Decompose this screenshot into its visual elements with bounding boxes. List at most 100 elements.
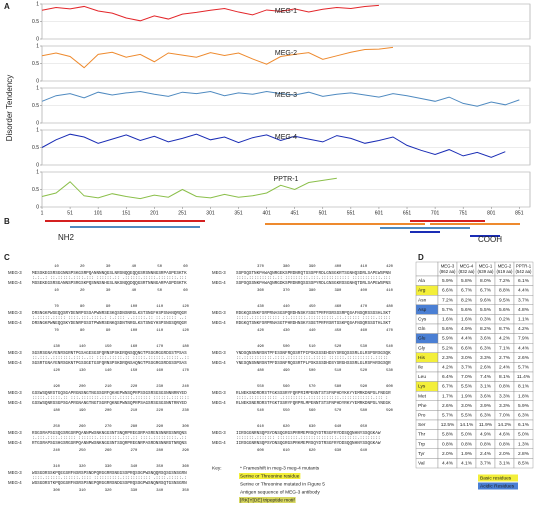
table-value: 1.7%	[442, 393, 454, 399]
position-number: 480	[257, 369, 265, 373]
table-value: 5.0%	[461, 432, 473, 438]
table-value: 2.0%	[499, 451, 511, 457]
table-value: 1.1%	[518, 316, 530, 322]
key-item: [RK]Y[DE] tripeptide motif	[240, 497, 295, 503]
position-number: 340	[156, 489, 164, 493]
table-value: 5.5%	[461, 384, 473, 390]
position-number: 630	[334, 449, 342, 453]
position-number: 140	[105, 369, 113, 373]
row-label: MEG-3	[212, 430, 226, 435]
table-value: 2.0%	[442, 451, 454, 457]
table-value: 1.9%	[461, 451, 473, 457]
table-value: 6.3%	[480, 345, 492, 351]
position-number: 500	[309, 369, 317, 373]
sequence: YNESQNSNNRSNTPFDSSNFRQSSRTPLPSKSSSDHDSYS…	[236, 361, 391, 366]
position-number: 20	[80, 289, 85, 293]
panel-label: C	[4, 253, 10, 262]
table-value: 8.0%	[480, 278, 492, 284]
table-value: 3.7%	[461, 364, 473, 370]
position-number: 570	[309, 385, 317, 389]
position-number: 150	[130, 369, 138, 373]
position-number: 30	[106, 265, 111, 269]
row-label: MEG-3	[212, 270, 226, 275]
position-number: 170	[156, 345, 164, 349]
row-header: Lys	[418, 384, 426, 390]
data-line	[41, 177, 337, 200]
sequence: IIRSGGNRNSQPSYDNSQGRGSPRKMEPRSQYDTRSGFRY…	[236, 441, 381, 446]
position-number: 490	[283, 369, 291, 373]
series-label: MEG-2	[275, 50, 297, 57]
position-number: 130	[53, 345, 61, 349]
y-tick-label: 0.5	[32, 103, 39, 109]
series-label: MEG-3	[275, 92, 297, 99]
position-number: 620	[309, 449, 317, 453]
table-value: 0.2%	[499, 316, 511, 322]
y-tick-label: 1	[36, 85, 39, 91]
row-label: MEG-4	[212, 280, 226, 285]
table-value: 5.2%	[442, 345, 454, 351]
row-header: Glu	[418, 336, 426, 342]
position-number: 630	[309, 425, 317, 429]
table-value: 4.4%	[461, 336, 473, 342]
sequence: GSSWSQNRSTGQSGAPRGNSNGTNGSSGRFQKHEPWNSQP…	[32, 391, 187, 396]
sequence: RTGSRAPSGSHGSRGSRPQANNPWSNKNGGSNTSSQRPRE…	[32, 441, 187, 446]
key-highlight	[239, 497, 296, 503]
column-header: PPTR-1	[516, 264, 532, 269]
row-header: Tyr	[418, 451, 425, 457]
table-value: 5.0%	[518, 432, 530, 438]
position-number: 610	[283, 449, 291, 453]
position-number: 90	[106, 305, 111, 309]
table-value: 8.1%	[499, 374, 511, 380]
table-value: 6.3%	[480, 412, 492, 418]
data-line	[41, 46, 394, 69]
sequence: DRSNGKPWNEQQSKYDENRPSSSTPWNRSENKQSDNTNRG…	[32, 321, 187, 326]
table-value: 4.2%	[442, 364, 454, 370]
position-number: 320	[105, 489, 113, 493]
position-number: 80	[80, 305, 85, 309]
position-number: 210	[130, 409, 138, 413]
position-number: 260	[105, 449, 113, 453]
table-value: 1.9%	[461, 393, 473, 399]
row-header: His	[418, 355, 426, 361]
table-value: 5.5%	[461, 412, 473, 418]
panel-label: B	[4, 217, 10, 226]
position-number: 80	[80, 329, 85, 333]
position-number: 160	[156, 369, 164, 373]
column-header: MEG-4	[460, 264, 474, 269]
position-number: 60	[183, 289, 188, 293]
table-value: 5.9%	[442, 278, 454, 284]
position-number: 280	[130, 425, 138, 429]
position-number: 90	[106, 329, 111, 333]
position-number: 610	[257, 425, 265, 429]
y-tick-label: 0	[36, 204, 39, 210]
row-label: MEG-4	[8, 480, 22, 485]
position-number: 100	[130, 305, 138, 309]
table-value: 6.7%	[480, 288, 492, 294]
row-label: MEG-4	[212, 360, 226, 365]
y-axis-title: Disorder Tendency	[5, 75, 14, 142]
row-label: MEG-3	[212, 390, 226, 395]
key-item: Antigen sequence of MEG-3 antibody	[240, 489, 320, 495]
match-line: ::::.::::::.::::::.:::: ::::::::::.:::::…	[32, 476, 187, 481]
table-value: 6.7%	[461, 288, 473, 294]
position-number: 50	[157, 289, 162, 293]
match-line: :.:::::.::::: ::::.:::.::::.: :.:::: ..:…	[32, 316, 187, 321]
position-number: 510	[334, 369, 342, 373]
position-number: 10	[54, 265, 59, 269]
table-value: 6.1%	[518, 278, 530, 284]
table-value: 6.4%	[442, 374, 454, 380]
position-number: 450	[309, 305, 317, 309]
table-value: 4.6%	[499, 432, 511, 438]
table-cell	[415, 261, 439, 277]
position-number: 190	[53, 385, 61, 389]
position-number: 350	[156, 465, 164, 469]
position-number: 10	[54, 289, 59, 293]
position-number: 100	[130, 329, 138, 333]
sequence: SGSRSGNAYENRSGRNTPGSAGESGSFQRNSPSKERQNSQ…	[32, 351, 187, 356]
table-value: 9.5%	[499, 297, 511, 303]
table-value: 7.0%	[499, 412, 511, 418]
sequence: YNDSQNSNNRSNTPFESSNFRQSSRTPIPSKSSSEHDSYS…	[236, 351, 391, 356]
position-number: 500	[283, 345, 291, 349]
table-value: 5.6%	[442, 326, 454, 332]
